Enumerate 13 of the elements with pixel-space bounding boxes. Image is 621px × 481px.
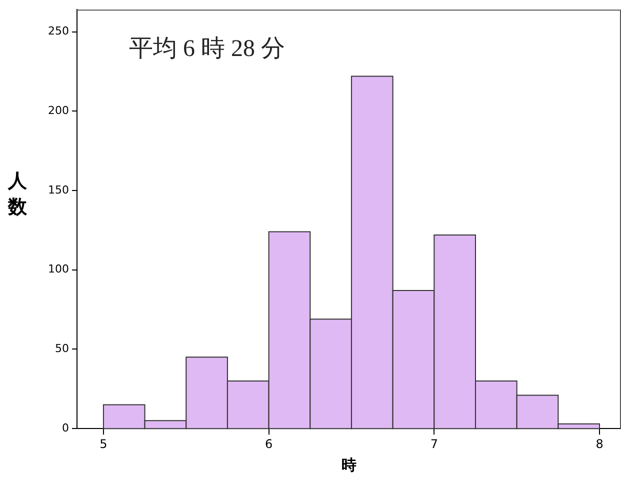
y-axis-title: 人数 [8, 169, 28, 220]
y-tick-label: 250 [48, 24, 69, 38]
x-tick-label: 6 [264, 436, 273, 451]
y-tick-label: 100 [48, 262, 69, 276]
annotation: 平均 6 時 28 分 [128, 36, 285, 62]
x-tick-label: 5 [100, 436, 108, 451]
y-tick-label: 150 [48, 183, 69, 196]
y-tick-label: 200 [48, 104, 69, 118]
x-tick-label: 8 [596, 436, 604, 451]
x-tick-label: 7 [430, 436, 438, 451]
y-tick-label: 50 [54, 342, 69, 356]
y-tick-label: 0 [62, 421, 69, 434]
x-axis-title: 時 [342, 456, 356, 474]
